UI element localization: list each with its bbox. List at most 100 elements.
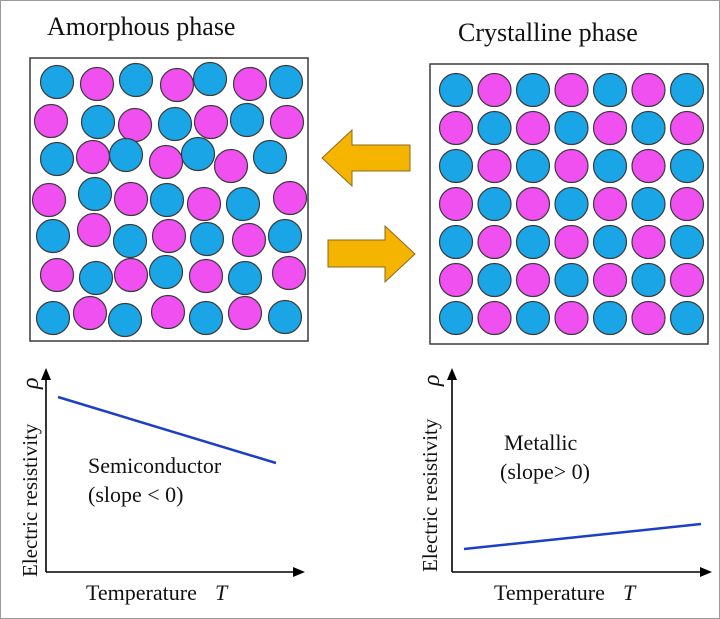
atom-magenta bbox=[271, 255, 307, 291]
right-y-axis-arrowhead bbox=[447, 368, 457, 380]
atom-magenta bbox=[113, 181, 149, 217]
atom-magenta bbox=[148, 144, 184, 180]
atom-blue bbox=[252, 139, 288, 175]
atom-magenta bbox=[150, 294, 186, 330]
atom-blue bbox=[515, 72, 551, 108]
atom-blue bbox=[592, 72, 628, 108]
atom-magenta bbox=[631, 148, 666, 184]
atom-blue bbox=[438, 300, 474, 336]
atom-magenta bbox=[33, 103, 69, 139]
atom-magenta bbox=[554, 72, 589, 108]
atom-magenta bbox=[39, 257, 75, 293]
atom-magenta bbox=[438, 186, 474, 222]
atom-blue bbox=[477, 110, 512, 146]
atom-blue bbox=[148, 254, 184, 290]
atom-magenta bbox=[75, 139, 111, 175]
atom-blue bbox=[227, 260, 263, 296]
atom-magenta bbox=[554, 224, 589, 260]
left-y-symbol: ρ bbox=[18, 377, 44, 390]
atom-magenta bbox=[269, 104, 305, 140]
atom-blue bbox=[438, 148, 474, 184]
atom-blue bbox=[669, 224, 705, 260]
atom-magenta bbox=[438, 110, 474, 146]
amorphous-phase-title: Amorphous phase bbox=[47, 12, 236, 41]
right-x-axis-arrowhead bbox=[700, 567, 712, 577]
left-resistivity-line bbox=[57, 395, 277, 465]
atom-magenta bbox=[151, 218, 187, 254]
atom-magenta bbox=[669, 262, 705, 298]
atom-blue bbox=[515, 300, 551, 336]
atom-magenta bbox=[554, 148, 589, 184]
left-y-axis-arrowhead bbox=[41, 368, 51, 380]
atom-blue bbox=[669, 72, 705, 108]
atom-magenta bbox=[592, 186, 628, 222]
atom-magenta bbox=[272, 180, 308, 216]
atom-magenta bbox=[515, 110, 551, 146]
atom-blue bbox=[149, 182, 185, 218]
atom-blue bbox=[39, 64, 75, 100]
atom-blue bbox=[39, 141, 75, 177]
atom-blue bbox=[80, 104, 116, 140]
atom-magenta bbox=[227, 295, 263, 331]
atom-magenta bbox=[72, 295, 108, 331]
atom-magenta bbox=[669, 110, 705, 146]
left-resistivity-plot: Electric resistivity ρ Temperature T Sem… bbox=[18, 368, 305, 605]
right-y-label: Electric resistivity bbox=[418, 418, 442, 572]
left-x-axis-arrowhead bbox=[293, 567, 305, 577]
arrow-left-icon bbox=[321, 128, 411, 188]
left-x-symbol: T bbox=[215, 580, 229, 605]
atom-blue bbox=[438, 72, 474, 108]
atom-blue bbox=[108, 137, 144, 173]
atom-magenta bbox=[669, 186, 705, 222]
atom-blue bbox=[267, 218, 303, 254]
atom-blue bbox=[631, 262, 666, 298]
atom-blue bbox=[180, 136, 216, 172]
atom-magenta bbox=[159, 67, 195, 103]
atom-blue bbox=[592, 148, 628, 184]
atom-magenta bbox=[76, 212, 112, 248]
atom-blue bbox=[438, 224, 474, 260]
atom-magenta bbox=[592, 110, 628, 146]
left-y-label: Electric resistivity bbox=[18, 423, 42, 577]
atom-magenta bbox=[631, 224, 666, 260]
atom-magenta bbox=[117, 107, 153, 143]
atom-blue bbox=[77, 176, 113, 212]
crystalline-phase-title: Crystalline phase bbox=[458, 18, 638, 47]
right-y-symbol: ρ bbox=[419, 374, 445, 387]
arrow-right-icon bbox=[327, 224, 416, 284]
atom-magenta bbox=[631, 300, 666, 336]
atom-magenta bbox=[113, 257, 149, 293]
atom-blue bbox=[188, 300, 224, 336]
atom-blue bbox=[78, 260, 114, 296]
atom-blue bbox=[192, 61, 228, 97]
atom-magenta bbox=[477, 72, 512, 108]
atom-blue bbox=[592, 224, 628, 260]
atom-magenta bbox=[515, 186, 551, 222]
atom-blue bbox=[631, 110, 666, 146]
right-annotation-line2: (slope> 0) bbox=[500, 459, 590, 484]
atom-magenta bbox=[477, 300, 512, 336]
atom-magenta bbox=[592, 262, 628, 298]
atom-blue bbox=[554, 262, 589, 298]
right-annotation-line1: Metallic bbox=[504, 430, 578, 455]
atom-magenta bbox=[188, 258, 224, 294]
atom-magenta bbox=[231, 222, 267, 258]
left-annotation-line1: Semiconductor bbox=[88, 453, 222, 478]
atom-blue bbox=[631, 186, 666, 222]
atom-magenta bbox=[31, 182, 67, 218]
atom-blue bbox=[477, 262, 512, 298]
atom-magenta bbox=[477, 148, 512, 184]
atom-magenta bbox=[477, 224, 512, 260]
left-x-label: Temperature bbox=[86, 580, 197, 605]
atom-blue bbox=[268, 64, 304, 100]
atom-magenta bbox=[213, 148, 249, 184]
atom-magenta bbox=[232, 66, 268, 102]
atom-blue bbox=[225, 186, 261, 222]
atom-blue bbox=[554, 110, 589, 146]
atom-magenta bbox=[79, 66, 115, 102]
atom-magenta bbox=[438, 262, 474, 298]
right-resistivity-line bbox=[463, 522, 702, 551]
atom-magenta bbox=[186, 186, 222, 222]
atom-blue bbox=[35, 218, 71, 254]
atom-magenta bbox=[193, 104, 229, 140]
